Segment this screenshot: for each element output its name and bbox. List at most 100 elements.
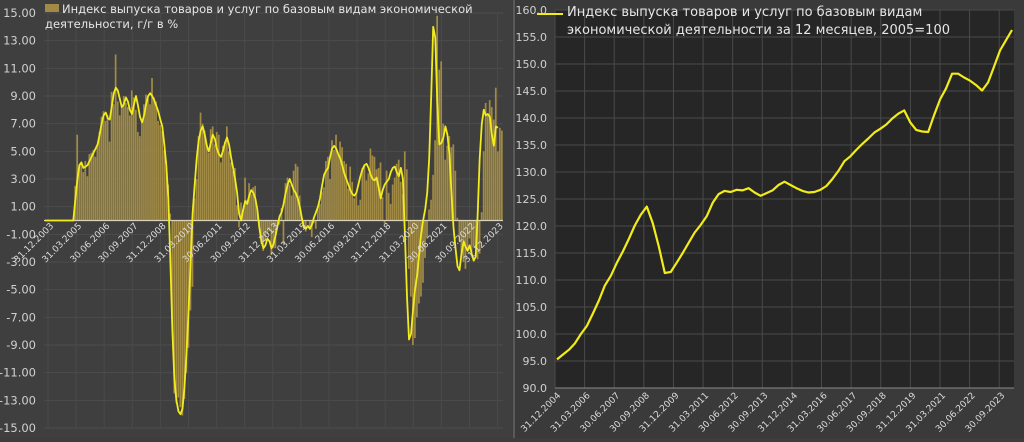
bar (369, 148, 372, 221)
bar (371, 155, 374, 221)
bar (347, 188, 350, 221)
bar (488, 100, 491, 221)
bar (420, 220, 422, 297)
bar (78, 167, 81, 221)
bar (181, 220, 184, 416)
bar (282, 220, 285, 245)
bar (187, 220, 190, 348)
bar (296, 166, 299, 221)
y-tick-label: 9.00 (10, 89, 36, 103)
bar (139, 136, 141, 221)
y-tick-label: 90.0 (523, 382, 548, 395)
bar (195, 179, 198, 221)
bar (409, 220, 412, 297)
bar (112, 104, 115, 221)
y-tick-label: -13.00 (0, 393, 36, 407)
bar (286, 177, 289, 221)
bar (331, 140, 333, 221)
bar (211, 126, 214, 221)
bar (424, 220, 426, 258)
bar (290, 195, 293, 221)
bar (466, 220, 469, 249)
bar (339, 141, 341, 221)
bar (389, 203, 392, 221)
bar (343, 161, 345, 221)
bar (98, 131, 101, 221)
bar (403, 151, 406, 221)
bar (126, 107, 129, 221)
y-tick-label: -5.00 (6, 283, 36, 297)
bar (353, 198, 356, 221)
bar (193, 198, 196, 221)
bar (357, 205, 360, 221)
bar (203, 130, 206, 221)
bar (161, 130, 163, 221)
bar (323, 187, 325, 221)
bar (254, 185, 257, 221)
bar (199, 112, 202, 221)
bar (145, 94, 147, 221)
bar (246, 199, 248, 221)
bar (110, 91, 113, 221)
bar (318, 203, 321, 221)
bar (351, 181, 354, 221)
smoothed-line (45, 25, 499, 416)
bar (147, 98, 149, 221)
bar (337, 154, 339, 221)
y-tick-label: 125.0 (516, 193, 548, 206)
right-chart-panel: 160.0 155.0 150.0 145.0 140.0 135.0 130.0 125.0… (513, 0, 1024, 438)
bar (223, 141, 226, 221)
y-tick-label: -15.00 (0, 421, 36, 435)
bar (484, 102, 487, 221)
bar (478, 220, 481, 254)
bar (308, 220, 311, 228)
y-tick-label: 105.0 (516, 301, 548, 314)
yoy-bar-line-chart: 15.00 13.00 11.00 9.00 7.00 5.00 3.00 1.00 -1.00… (0, 6, 506, 435)
y-tick-label: 140.0 (516, 112, 548, 125)
bar (373, 156, 376, 221)
bar (381, 196, 384, 221)
bar (225, 126, 228, 221)
y-tick-label: -3.00 (6, 255, 36, 269)
bar (175, 220, 178, 404)
y-tick-label: -11.00 (0, 366, 36, 380)
y-tick-label: 115.0 (516, 247, 548, 260)
bar (185, 220, 188, 373)
bar (183, 220, 186, 399)
y-tick-label: -1.00 (6, 227, 36, 241)
bar (401, 194, 404, 221)
bar (165, 161, 168, 221)
bar (397, 159, 400, 221)
bar (385, 170, 388, 221)
y-tick-label: 95.0 (523, 355, 548, 368)
bar (500, 130, 503, 221)
bar (393, 177, 396, 221)
bar (407, 220, 410, 269)
bar (405, 169, 408, 221)
bar (474, 220, 477, 249)
bar (149, 104, 151, 221)
bar (262, 220, 265, 251)
bar (118, 115, 121, 221)
bar (219, 162, 222, 221)
bar (292, 170, 295, 221)
left-chart-panel: 15.00 13.00 11.00 9.00 7.00 5.00 3.00 1.00 -1.00… (0, 0, 512, 438)
bar (143, 104, 145, 221)
bar (153, 97, 155, 221)
bar (90, 152, 93, 221)
y-tick-label: -7.00 (6, 310, 36, 324)
bar (452, 144, 455, 221)
bar (221, 145, 224, 221)
bar (104, 120, 107, 221)
bar (288, 184, 291, 221)
bar (92, 149, 95, 221)
bar (213, 144, 216, 221)
bar (197, 136, 200, 221)
bar (82, 172, 85, 221)
bar (375, 169, 378, 221)
bar (106, 115, 109, 221)
bar (217, 134, 220, 221)
bar (446, 145, 449, 221)
bar (250, 194, 252, 221)
bar (268, 220, 271, 232)
